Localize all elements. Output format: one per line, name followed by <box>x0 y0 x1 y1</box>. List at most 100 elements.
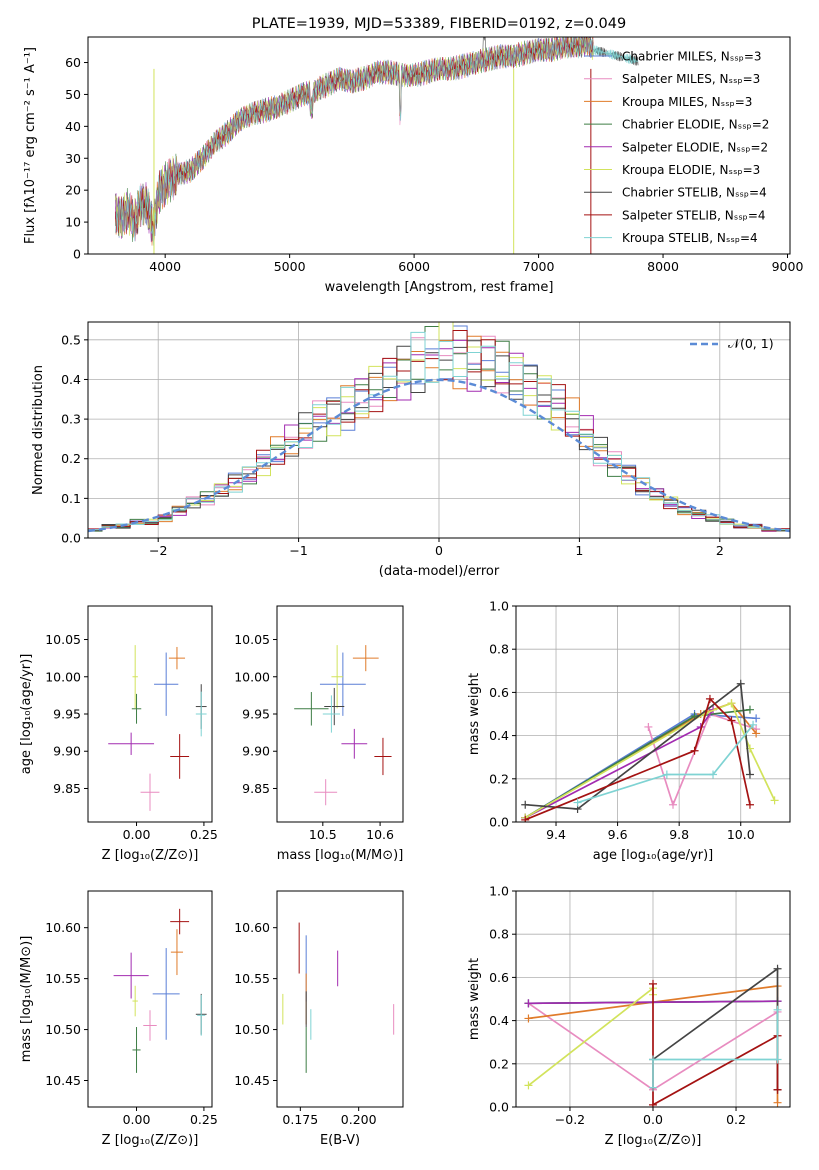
y-tick-label: 0 <box>73 247 81 262</box>
weight-line-6 <box>525 682 751 810</box>
mass-vs-z-panel: 0.00 0.25 10.45 10.50 10.55 10.60 Z [log₁₀(Z/Z… <box>19 890 218 1148</box>
y-tick-label: 10.05 <box>45 632 81 647</box>
weight-marker <box>649 1083 657 1092</box>
legend-entry: Kroupa STELIB, Nₛₛₚ=4 <box>622 231 758 245</box>
spectrum-line-5 <box>115 37 594 237</box>
y-tick-label: 50 <box>65 87 81 102</box>
spectrum-lines <box>115 37 639 254</box>
legend-entry: Salpeter ELODIE, Nₛₛₚ=2 <box>622 140 768 154</box>
weight-marker <box>649 979 657 988</box>
x-tick-label: 0.25 <box>190 827 218 842</box>
y-tick-label: 9.95 <box>53 707 81 722</box>
x-tick-label: 0.200 <box>341 1112 377 1127</box>
weight-marker <box>773 1085 782 1094</box>
x-tick-label: 10.5 <box>309 827 337 842</box>
legend-entry: Kroupa MILES, Nₛₛₚ=3 <box>622 95 752 109</box>
x-tick-label: 0 <box>435 543 443 558</box>
y-tick-label: 0.6 <box>489 685 509 700</box>
weight-marker <box>705 694 714 703</box>
x-tick-label: 0.2 <box>726 1112 746 1127</box>
weight-line-8 <box>652 1009 779 1088</box>
y-tick-label: 10 <box>65 215 81 230</box>
x-tick-label: 9000 <box>772 259 804 274</box>
x-tick-label: 4000 <box>149 259 181 274</box>
spectrum-line-8 <box>115 37 594 246</box>
legend-entry: Chabrier ELODIE, Nₛₛₚ=2 <box>622 118 769 132</box>
y-tick-label: 1.0 <box>489 884 509 899</box>
weight-marker <box>745 800 754 809</box>
weight-vs-age-panel: 9.4 9.6 9.8 10.0 0.0 0.2 0.4 0.6 0.8 1.0 age [log₁… <box>467 599 791 863</box>
weight-lines <box>524 964 782 1107</box>
weight-marker <box>669 800 678 809</box>
weight-marker <box>727 699 736 708</box>
x-tick-label: 10.6 <box>366 827 394 842</box>
weight-lines <box>521 679 779 822</box>
y-tick-label: 10.50 <box>45 1022 81 1037</box>
weight-marker <box>573 798 582 807</box>
spectrum-panel: 4000 5000 6000 7000 8000 9000 0 10 20 30 40 50 60 wav… <box>23 16 803 295</box>
x-axis-label: (data-model)/error <box>379 564 500 579</box>
y-tick-label: 0.6 <box>489 970 509 985</box>
y-tick-label: 9.95 <box>242 707 270 722</box>
weight-line-8 <box>577 724 754 804</box>
y-tick-label: 10.00 <box>45 669 81 684</box>
weight-line-1 <box>647 712 757 808</box>
y-axis-label: mass weight <box>467 958 482 1040</box>
error-bars <box>113 908 207 1073</box>
y-tick-label: 10.60 <box>234 920 270 935</box>
y-tick-label: 9.85 <box>242 781 270 796</box>
weight-marker <box>524 1014 533 1023</box>
axes-frame <box>515 605 791 823</box>
y-tick-label: 0.4 <box>489 1013 509 1028</box>
weight-marker <box>521 815 530 822</box>
x-tick-label: 6000 <box>398 259 430 274</box>
x-axis-label: mass [log₁₀(M/M⊙)] <box>277 848 404 863</box>
age-vs-mass-panel: 10.5 10.6 9.85 9.90 9.95 10.00 10.05 mass [log₁… <box>234 605 404 863</box>
y-tick-label: 0.4 <box>489 728 509 743</box>
y-tick-label: 10.05 <box>234 632 270 647</box>
y-tick-label: 60 <box>65 55 81 70</box>
weight-marker <box>662 770 671 779</box>
y-tick-label: 10.55 <box>45 971 81 986</box>
weight-marker <box>649 1055 657 1064</box>
weight-marker <box>690 746 699 755</box>
y-tick-label: 0.0 <box>61 531 81 546</box>
normal-reference-curve <box>88 378 790 533</box>
histogram-steps <box>88 322 790 533</box>
y-tick-label: 0.8 <box>489 642 509 657</box>
weight-marker <box>521 800 530 809</box>
weight-marker <box>745 770 754 779</box>
weight-line-5 <box>524 702 776 819</box>
legend-entry: 𝒩(0, 1) <box>728 336 774 351</box>
legend-entry: Chabrier MILES, Nₛₛₚ=3 <box>622 50 762 64</box>
y-tick-label: 9.90 <box>53 744 81 759</box>
y-tick-label: 9.85 <box>53 781 81 796</box>
x-tick-label: −2 <box>149 543 167 558</box>
y-axis-label: Normed distribution <box>31 365 46 495</box>
y-tick-label: 20 <box>65 183 81 198</box>
x-axis-label: Z [log₁₀(Z/Z⊙)] <box>605 1133 702 1148</box>
weight-marker <box>709 770 718 779</box>
x-tick-label: 2 <box>716 543 724 558</box>
y-tick-label: 1.0 <box>489 599 509 614</box>
weight-marker <box>524 1081 533 1090</box>
legend-entry: Salpeter STELIB, Nₛₛₚ=4 <box>622 208 766 222</box>
weight-marker <box>752 714 761 723</box>
y-tick-label: 10.00 <box>234 669 270 684</box>
spectrum-tail-8 <box>593 45 639 64</box>
weight-marker <box>770 796 779 805</box>
legend-entry: Chabrier STELIB, Nₛₛₚ=4 <box>622 186 767 200</box>
mass-vs-ebv-panel: 0.175 0.200 10.45 10.50 10.55 10.60 E(B-V) <box>234 890 404 1148</box>
residual-histogram-panel: −2 −1 0 1 2 0.0 0.1 0.2 0.3 0.4 0.5 (data-model)/er… <box>31 321 791 579</box>
y-tick-label: 0.4 <box>61 372 81 387</box>
weight-marker <box>649 1100 657 1107</box>
weight-marker <box>773 1098 782 1107</box>
x-tick-label: 5000 <box>274 259 306 274</box>
y-tick-label: 0.8 <box>489 927 509 942</box>
y-tick-label: 0.5 <box>61 332 81 347</box>
x-tick-label: 1 <box>575 543 583 558</box>
x-tick-label: 0.00 <box>123 1112 151 1127</box>
y-tick-label: 0.2 <box>489 1056 509 1071</box>
x-tick-label: −0.2 <box>555 1112 585 1127</box>
weight-marker <box>745 705 754 714</box>
